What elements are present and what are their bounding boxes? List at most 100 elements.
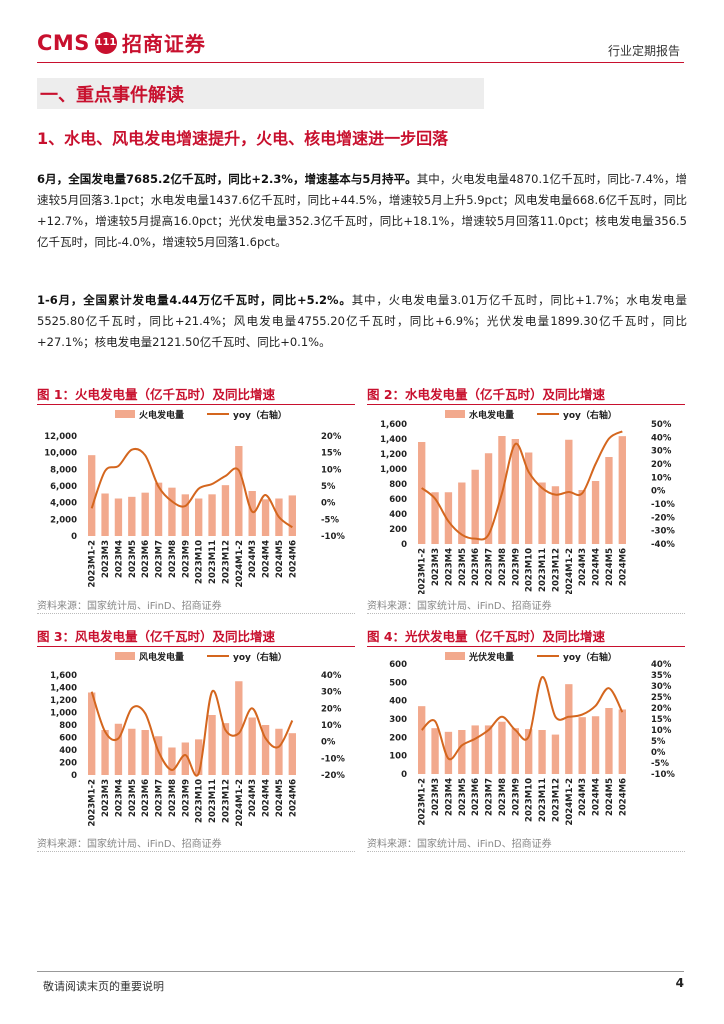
- bar: [288, 495, 296, 536]
- x-tick-label: 2023M6: [141, 779, 151, 817]
- bar: [618, 436, 626, 544]
- x-tick-label: 2024M4: [262, 540, 272, 578]
- bar: [141, 492, 149, 536]
- y-left-tick-label: 200: [389, 733, 407, 743]
- bar: [511, 439, 519, 544]
- y-left-tick-label: 400: [389, 510, 407, 520]
- x-tick-label: 2023M5: [458, 548, 468, 586]
- y-right-tick-label: 0%: [321, 499, 336, 509]
- y-left-tick-label: 800: [59, 721, 77, 731]
- y-right-tick-label: 40%: [651, 660, 672, 670]
- bar: [591, 481, 600, 544]
- paragraph-lead: 1-6月，全国累计发电量4.44万亿千瓦时，同比+5.2%。: [37, 293, 352, 307]
- bar: [288, 733, 296, 775]
- bar: [511, 728, 519, 774]
- legend-line-label: yoy（右轴）: [233, 651, 287, 663]
- y-left-tick-label: 12,000: [44, 432, 77, 442]
- bar: [431, 492, 439, 544]
- x-tick-label: 2023M5: [128, 779, 138, 817]
- paragraph-h1: 1-6月，全国累计发电量4.44万亿千瓦时，同比+5.2%。其中，火电发电量3.…: [37, 290, 687, 353]
- bar: [208, 715, 216, 775]
- bar: [181, 742, 189, 775]
- paragraph-body: 其中，火电发电量4870.1亿千瓦时，同比-7.4%，增速较5月回落3.1pct…: [37, 172, 687, 249]
- report-type: 行业定期报告: [607, 44, 680, 58]
- bar: [578, 490, 586, 544]
- x-tick-label: 2023M7: [155, 779, 165, 817]
- bar: [484, 725, 493, 774]
- x-tick-label: 2023M9: [181, 779, 191, 817]
- bar: [484, 453, 493, 544]
- bar: [154, 736, 163, 775]
- bar: [141, 730, 149, 775]
- y-right-tick-label: -20%: [651, 513, 675, 523]
- y-right-tick-label: 40%: [651, 433, 672, 443]
- x-tick-label: 2023M8: [168, 779, 178, 817]
- bar: [248, 491, 256, 536]
- bar: [431, 728, 439, 774]
- y-right-tick-label: 15%: [321, 449, 342, 459]
- bar: [195, 498, 203, 536]
- bar: [525, 729, 533, 774]
- legend-bar-label: 光伏发电量: [468, 651, 514, 663]
- x-tick-label: 2023M1-2: [88, 540, 98, 588]
- figure-bottom-rule: [367, 851, 685, 852]
- y-right-tick-label: 10%: [651, 726, 672, 736]
- y-left-tick-label: 1,600: [50, 671, 77, 681]
- bar: [235, 446, 243, 536]
- series-line-yoy: [90, 447, 293, 529]
- bar: [261, 499, 270, 536]
- y-left-tick-label: 300: [389, 715, 407, 725]
- y-left-tick-label: 200: [59, 759, 77, 769]
- x-tick-label: 2024M5: [275, 540, 285, 578]
- x-tick-label: 2023M12: [221, 779, 231, 823]
- figure-title-rule: [37, 646, 355, 647]
- y-left-tick-label: 0: [401, 770, 407, 780]
- y-right-tick-label: -20%: [321, 771, 345, 781]
- x-tick-label: 2023M10: [525, 548, 535, 592]
- x-tick-label: 2023M5: [128, 540, 138, 578]
- x-tick-label: 2023M8: [498, 548, 508, 586]
- y-left-tick-label: 1,000: [380, 465, 407, 475]
- bar: [578, 717, 586, 774]
- x-tick-label: 2023M7: [155, 540, 165, 578]
- figure-title: 图 4：光伏发电量（亿千瓦时）及同比增速: [367, 629, 606, 644]
- y-left-tick-label: 600: [389, 495, 407, 505]
- x-tick-label: 2023M11: [208, 779, 218, 823]
- y-left-tick-label: 1,200: [380, 450, 407, 460]
- y-right-tick-label: -5%: [321, 515, 339, 525]
- paragraph-body: 其中，火电发电量3.01万亿千瓦时，同比+1.7%；水电发电量5525.80亿千…: [37, 293, 687, 349]
- x-tick-label: 2023M3: [431, 548, 441, 586]
- legend-bar-label: 风电发电量: [139, 651, 184, 663]
- y-right-tick-label: 40%: [321, 671, 342, 681]
- x-tick-label: 2023M3: [101, 540, 111, 578]
- logo-company-name: 招商证券: [121, 32, 206, 56]
- figure-bottom-rule: [37, 851, 355, 852]
- y-left-tick-label: 1,400: [380, 435, 407, 445]
- x-tick-label: 2023M12: [551, 548, 561, 592]
- company-logo: CMS 111 招商证券: [37, 28, 206, 57]
- bar: [538, 730, 546, 774]
- bar: [88, 692, 96, 775]
- bar: [525, 452, 533, 544]
- bar: [101, 493, 109, 536]
- x-tick-label: 2023M3: [431, 778, 441, 816]
- x-tick-label: 2024M6: [288, 779, 298, 817]
- x-tick-label: 2023M8: [168, 540, 178, 578]
- x-tick-label: 2023M11: [538, 548, 548, 592]
- footer-disclaimer: 敬请阅读末页的重要说明: [43, 980, 164, 993]
- y-left-tick-label: 1,200: [50, 696, 77, 706]
- bar: [168, 747, 176, 775]
- figure-title: 图 2：水电发电量（亿千瓦时）及同比增速: [367, 387, 606, 402]
- y-right-tick-label: 20%: [321, 704, 342, 714]
- y-right-tick-label: -10%: [321, 754, 345, 764]
- x-tick-label: 2023M4: [114, 779, 124, 817]
- bar: [248, 717, 256, 775]
- chart-legend: 风电发电量 yoy（右轴）: [115, 651, 287, 663]
- bar: [208, 494, 216, 536]
- legend-line-label: yoy（右轴）: [233, 409, 287, 421]
- bar: [88, 455, 96, 536]
- bar: [418, 442, 426, 544]
- bar: [551, 734, 560, 774]
- y-right-tick-label: -30%: [651, 527, 675, 537]
- y-left-tick-label: 4,000: [50, 499, 77, 509]
